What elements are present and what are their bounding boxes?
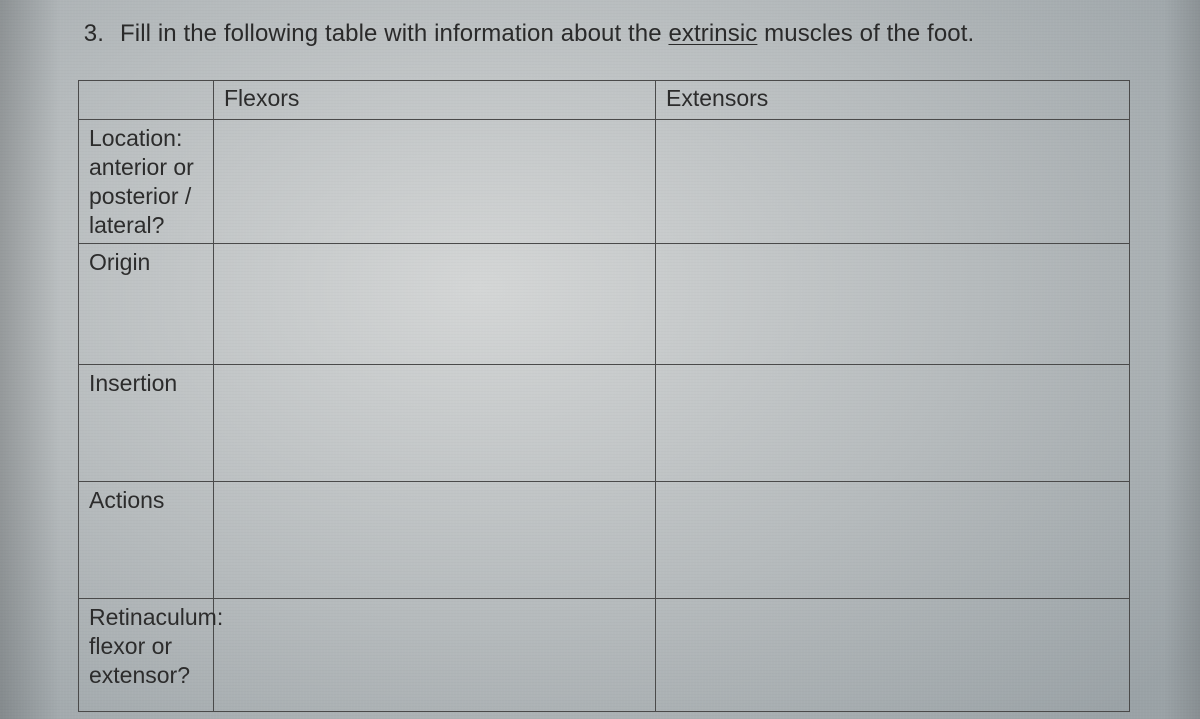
table-header-blank <box>79 81 214 120</box>
cell-origin-extensors[interactable] <box>656 244 1130 365</box>
table-row-origin: Origin <box>79 244 1130 365</box>
cell-location-flexors[interactable] <box>214 120 656 244</box>
question-number: 3. <box>80 20 104 48</box>
row-label-location-text: Location:anterior orposterior /lateral? <box>89 124 205 239</box>
row-label-retinaculum: Retinaculum:flexor orextensor? <box>79 599 214 712</box>
question-text-before: Fill in the following table with informa… <box>120 20 668 47</box>
cell-origin-flexors[interactable] <box>214 244 656 365</box>
row-label-actions: Actions <box>79 482 214 599</box>
question-prompt: 3. Fill in the following table with info… <box>80 18 1130 50</box>
cell-retinaculum-extensors[interactable] <box>656 599 1130 712</box>
row-label-insertion: Insertion <box>79 365 214 482</box>
cell-actions-flexors[interactable] <box>214 482 656 599</box>
table-header-extensors: Extensors <box>656 81 1130 120</box>
table-header-flexors: Flexors <box>214 81 656 120</box>
page-right-shadow <box>1160 0 1200 719</box>
question-text: Fill in the following table with informa… <box>120 18 974 50</box>
cell-insertion-extensors[interactable] <box>656 365 1130 482</box>
row-label-origin: Origin <box>79 244 214 365</box>
table-row-insertion: Insertion <box>79 365 1130 482</box>
row-label-actions-text: Actions <box>89 486 205 515</box>
question-underlined-word: extrinsic <box>668 20 757 47</box>
extrinsic-muscles-table: Flexors Extensors Location:anterior orpo… <box>78 80 1130 712</box>
cell-insertion-flexors[interactable] <box>214 365 656 482</box>
cell-location-extensors[interactable] <box>656 120 1130 244</box>
row-label-location: Location:anterior orposterior /lateral? <box>79 120 214 244</box>
table-row-location: Location:anterior orposterior /lateral? <box>79 120 1130 244</box>
worksheet-page: 3. Fill in the following table with info… <box>78 18 1130 712</box>
table-row-actions: Actions <box>79 482 1130 599</box>
question-text-after: muscles of the foot. <box>757 20 974 47</box>
row-label-origin-text: Origin <box>89 248 205 277</box>
table-header-row: Flexors Extensors <box>79 81 1130 120</box>
page-left-shadow <box>0 0 70 719</box>
cell-retinaculum-flexors[interactable] <box>214 599 656 712</box>
table-row-retinaculum: Retinaculum:flexor orextensor? <box>79 599 1130 712</box>
cell-actions-extensors[interactable] <box>656 482 1130 599</box>
row-label-insertion-text: Insertion <box>89 369 205 398</box>
row-label-retinaculum-text: Retinaculum:flexor orextensor? <box>89 603 205 689</box>
